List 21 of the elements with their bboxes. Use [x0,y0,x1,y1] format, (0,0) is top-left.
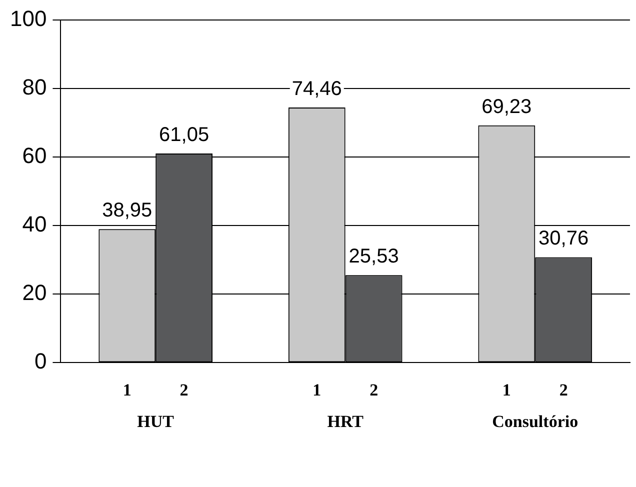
text: 2 [559,380,568,400]
text: 38,95 [102,200,152,222]
x-tick-label: HUT [137,412,175,432]
text: 2 [370,380,378,400]
text: 74,46 [292,78,342,100]
y-tick-label: 20 [22,280,47,306]
y-tick-label: 60 [22,143,47,168]
text: 1 [312,380,322,400]
x-tick-label: Consultório [492,412,578,432]
text: 30,76 [538,228,589,250]
y-tick-label: 80 [22,74,47,100]
text: 69,23 [482,96,532,118]
series-label: 1 [122,380,132,400]
x-tick-label: HRT [327,412,364,432]
y-tick-label: 100 [10,6,47,32]
text: 1 [502,380,511,400]
text: 25,53 [348,246,399,268]
y-tick-label: 0 [34,348,47,374]
series-label: 2 [180,380,188,400]
text: 61,05 [159,124,210,146]
y-tick-label: 40 [22,212,47,237]
